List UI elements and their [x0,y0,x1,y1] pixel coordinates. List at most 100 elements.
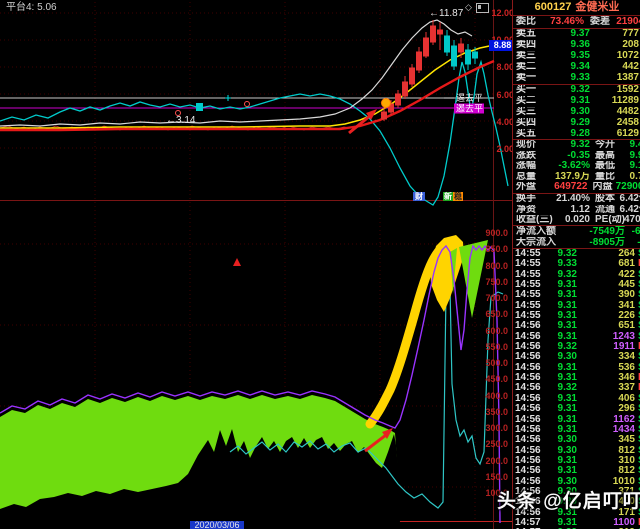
stat-value: 6.42亿 [619,194,640,204]
tick-price: 9.31 [557,373,577,384]
tick-volume: 171 [618,507,635,518]
ask-row[interactable]: 卖一 9.33 1387 [513,73,640,84]
chart-canvas[interactable]: 遏去平 遏去平 平台4: 5.06 ←11.87 ←3.14 [0,0,512,529]
stat-value: 729004 [615,182,640,192]
tick-side: S [635,332,640,342]
ask-price[interactable]: 9.37 [570,29,590,39]
diamond-icon[interactable]: ◇ [465,2,472,12]
bid-price[interactable]: 9.28 [570,128,590,139]
flow-value: -7549万 [589,226,625,237]
bid-row[interactable]: 买三 9.30 4482 [513,107,640,118]
ask-price[interactable]: 9.33 [570,72,590,83]
stat-value: -3.62% [558,161,590,171]
axis-tick-label: 400.0 [485,390,508,401]
tick-price: 9.31 [557,290,577,301]
tick-side: S [635,508,640,518]
tick-volume: 310 [618,455,635,466]
bid-volume: 1592 [616,85,639,95]
annotation-arrow-lower [364,428,393,453]
window-layout-icon[interactable] [475,2,489,13]
stat-label: 总量 [516,171,536,182]
stat-value: 137.9万 [554,171,590,182]
ask-price[interactable]: 9.35 [570,50,590,61]
bid-label: 买五 [516,128,536,139]
tick-time: 14:56 [515,476,541,487]
tick-row: 14:56 9.32 337 B [513,383,640,393]
bid-row[interactable]: 买五 9.28 6129 [513,129,640,140]
stat-label: 最低 [595,161,615,171]
bid-price[interactable]: 9.29 [570,117,590,128]
tick-row: 14:56 9.32 1911 B [513,342,640,352]
tick-side: S [635,394,640,404]
bid-row[interactable]: 买一 9.32 1592 [513,85,640,96]
stat-row: 净资 1.12 流通 6.42亿 [513,205,640,216]
tick-row: 14:55 9.33 681 B [513,259,640,269]
stat-value: 9.48 [629,140,640,150]
bid-price[interactable]: 9.32 [570,85,590,95]
bid-price[interactable]: 9.31 [570,95,590,106]
tick-volume: 1162 [613,414,635,425]
bid-row[interactable]: 买四 9.29 2458 [513,118,640,129]
tick-time: 14:56 [515,424,541,435]
tick-side: S [635,311,640,321]
ask-row[interactable]: 卖五 9.37 777 [513,29,640,40]
bid-row[interactable]: 买二 9.31 11289 [513,96,640,107]
tick-price: 9.32 [557,383,577,394]
stat-label: 外盘 [516,182,536,192]
tick-side: B [635,383,640,393]
ask-label: 卖二 [516,61,536,72]
axis-tick-label: 2.00 [496,143,514,154]
tick-price: 9.33 [557,259,577,270]
axis-tick-label: 700.0 [485,293,508,303]
tick-row: 14:56 9.31 1243 S [513,332,640,342]
tick-time: 14:56 [515,445,541,456]
stat-value: 9.18 [629,161,640,171]
axis-tick-label: 4.00 [496,116,514,127]
axis-tick-label: 8.00 [496,62,514,73]
ask-row[interactable]: 卖四 9.36 208 [513,40,640,51]
weibi-label: 委比 [516,16,536,27]
ask-row[interactable]: 卖三 9.35 1072 [513,51,640,62]
stock-code: 600127 [534,1,572,13]
tick-row: 14:56 9.31 171 S [513,508,640,518]
tick-volume: 1243 [612,331,635,342]
tick-volume: 445 [618,280,635,291]
ask-volume: 1387 [616,72,639,83]
tick-price: 9.30 [557,497,577,508]
tick-volume: 341 [618,300,635,311]
tick-time: 14:56 [515,497,541,508]
ask-row[interactable]: 卖二 9.34 442 [513,62,640,73]
ask-volume: 777 [622,29,639,39]
black-mountain-silhouette [0,429,400,523]
chart-corner-icons: ◇ [465,2,489,13]
date-tooltip: 2020/03/06 [190,521,244,529]
tick-volume: 345 [618,435,635,446]
tick-side: S [635,290,640,300]
level-line-labels: 遏去平 遏去平 [444,92,484,114]
ma-line-red [0,59,495,132]
bid-label: 买一 [516,85,536,95]
tick-row: 14:56 9.31 406 S [513,394,640,404]
quote-stats-block-a: 现价 9.32 今开 9.48 涨跌 -0.35 最高 9.93 涨幅 -3.6… [513,140,640,193]
ask-price[interactable]: 9.36 [570,39,590,50]
tick-time: 14:55 [515,300,541,311]
tick-volume: 422 [618,269,635,280]
ask-price[interactable]: 9.34 [570,61,590,72]
tick-volume: 334 [618,352,635,363]
bid-label: 买二 [516,95,536,106]
bid-price[interactable]: 9.30 [570,106,590,117]
indicator-tag-cai[interactable]: 财 [413,192,425,201]
stat-value: 6.42亿 [619,204,640,215]
top-chart-price-axis: 12.0010.008.006.004.002.00 [468,8,514,171]
tick-time: 14:56 [515,352,541,363]
tick-time: 14:56 [515,486,541,497]
tick-side: B [635,373,640,383]
axis-tick-label: 650.0 [485,309,508,320]
green-wedge [459,240,488,318]
stat-row: 换手 21.40% 股本 6.42亿 [513,194,640,205]
tick-row: 14:56 9.31 1162 S [513,415,640,425]
stock-title[interactable]: 600127 金健米业 [513,1,640,14]
indicator-tag-xinwen[interactable]: 新稳 [443,192,463,201]
bid-volume: 11289 [611,95,639,106]
stat-label: 收益(三) [516,215,553,225]
